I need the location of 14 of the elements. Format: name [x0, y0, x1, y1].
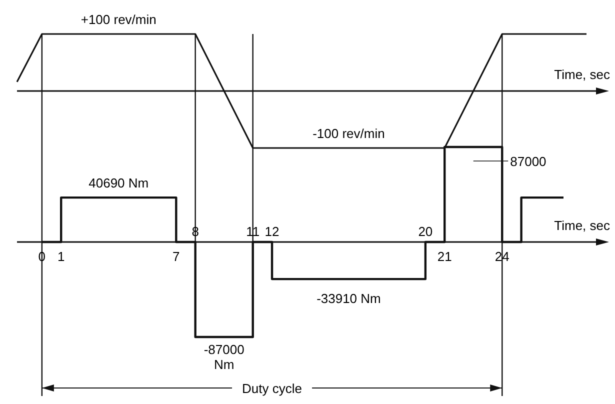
- annotation: 40690 Nm: [88, 176, 149, 191]
- x-tick-label: 7: [172, 249, 180, 264]
- annotation: 87000: [510, 154, 546, 169]
- x-axis-title: Time, sec: [554, 67, 610, 82]
- annotation: -87000 Nm: [204, 342, 244, 372]
- annotation: -100 rev/min: [312, 126, 385, 141]
- x-tick-label: 21: [437, 249, 452, 264]
- text: Duty cycle: [242, 381, 302, 396]
- annotation: +100 rev/min: [80, 12, 156, 27]
- x2-tick-label: 12: [264, 224, 280, 239]
- x-axis-title: Time, sec: [554, 218, 610, 233]
- annotation: -33910 Nm: [316, 291, 381, 306]
- x-tick-label: 1: [57, 249, 65, 264]
- x2-tick-label: 20: [418, 224, 433, 239]
